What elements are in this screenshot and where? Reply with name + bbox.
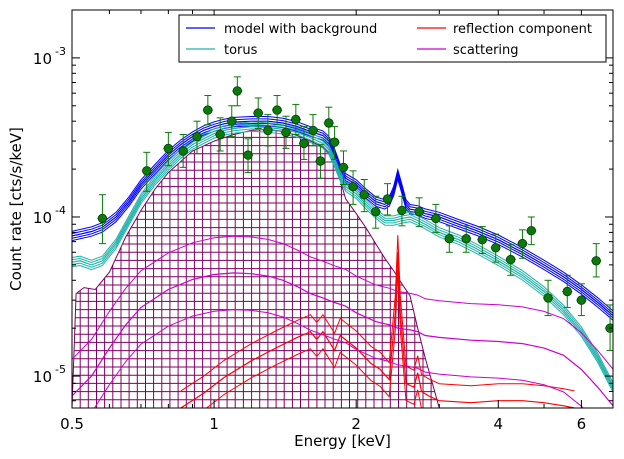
data-point <box>591 256 601 266</box>
y-tick-label: 10 <box>33 368 52 386</box>
data-point <box>263 125 273 136</box>
data-point <box>543 293 553 303</box>
x-tick-label: 6 <box>577 415 587 433</box>
series-line-scattering <box>72 272 613 407</box>
series-line-scattering <box>72 235 613 370</box>
data-point <box>253 108 263 118</box>
series-line-torus <box>72 123 613 386</box>
data-point <box>444 233 455 244</box>
data-point <box>397 205 407 216</box>
series-line-reflection-component <box>180 252 575 408</box>
y-axis-label: Count rate [cts/s/keV] <box>7 127 25 291</box>
data-point <box>272 105 282 115</box>
data-point <box>178 146 188 156</box>
data-point <box>382 194 393 204</box>
x-tick-label: 4 <box>494 415 504 433</box>
y-tick-exponent: -5 <box>55 363 66 376</box>
data-point <box>477 234 488 245</box>
legend-label-torus: torus <box>224 43 258 58</box>
y-tick-label: 10 <box>33 209 52 227</box>
x-tick-label: 2 <box>351 415 361 433</box>
y-tick-label: 10 <box>33 50 52 68</box>
legend-label-model: model with background <box>224 22 377 37</box>
series-line-reflection-component <box>205 269 422 408</box>
legend-label-scattering: scattering <box>453 43 519 58</box>
plot-frame <box>71 9 614 409</box>
data-point <box>227 116 237 126</box>
data-point <box>97 213 108 224</box>
axis-ticks: 0.5 1 2 4 610-510-410-3 <box>33 10 614 433</box>
data-point <box>506 254 516 265</box>
data-point <box>414 206 424 217</box>
data-point <box>308 125 318 136</box>
data-point <box>526 225 537 236</box>
series-line-scattering <box>93 309 584 408</box>
x-axis-label: Energy [keV] <box>294 432 391 450</box>
data-point <box>461 233 471 244</box>
series-line-torus <box>72 130 613 393</box>
data-point <box>359 189 369 200</box>
series-line-torus <box>72 128 613 390</box>
data-point <box>329 137 340 147</box>
hatched-region-outline <box>72 128 440 408</box>
data-point <box>291 114 301 125</box>
data-point <box>163 143 174 154</box>
series-line-torus <box>72 125 613 388</box>
data-point <box>338 162 349 173</box>
data-point <box>576 295 587 305</box>
series-line-torus <box>72 121 613 383</box>
data-point <box>315 156 326 166</box>
x-tick-label: 0.5 <box>60 415 84 433</box>
hatched-region <box>72 128 440 408</box>
data-point <box>299 138 309 149</box>
y-tick-exponent: -4 <box>55 204 66 217</box>
data-point <box>281 127 291 138</box>
data-point <box>431 213 441 224</box>
data-point <box>491 243 501 253</box>
data-point <box>348 181 358 192</box>
legend-box <box>178 14 607 63</box>
data-point <box>215 129 225 140</box>
data-point <box>324 118 334 128</box>
data-point <box>203 105 213 115</box>
data-point <box>232 86 243 96</box>
legend-label-reflection: reflection component <box>453 22 592 37</box>
model-curves <box>72 116 613 408</box>
data-point <box>517 238 528 249</box>
data-point <box>562 286 573 297</box>
data-point <box>371 206 381 217</box>
data-point <box>142 166 152 176</box>
x-tick-label: 1 <box>209 415 219 433</box>
data-point <box>243 150 253 160</box>
data-points <box>97 76 613 351</box>
y-tick-exponent: -3 <box>55 45 66 58</box>
data-point <box>192 131 202 142</box>
legend: model with background torus reflection c… <box>178 14 607 63</box>
